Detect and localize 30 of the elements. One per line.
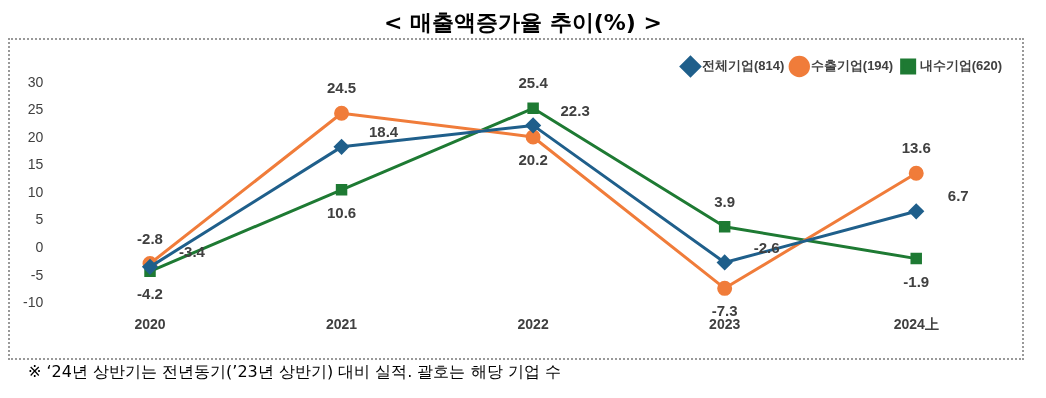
data-label: 20.2 bbox=[518, 151, 548, 169]
chart-title: < 매출액증가율 추이(%) > bbox=[383, 9, 663, 37]
y-tick-label: 15 bbox=[27, 156, 44, 173]
x-tick-label: 2024上 bbox=[893, 316, 939, 333]
y-tick-label: -5 bbox=[30, 266, 44, 283]
data-label: -4.2 bbox=[137, 285, 163, 303]
data-label: 13.6 bbox=[901, 139, 931, 157]
data-label: -1.9 bbox=[903, 272, 930, 290]
legend-label: 수출기업(194) bbox=[810, 58, 894, 74]
data-label: 25.4 bbox=[518, 74, 549, 92]
data-label: 10.6 bbox=[326, 203, 357, 221]
x-tick-label: 2021 bbox=[325, 316, 358, 333]
data-label: 18.4 bbox=[368, 123, 399, 140]
legend-label: 전체기업(814) bbox=[701, 58, 785, 74]
y-tick-label: 30 bbox=[27, 73, 44, 90]
y-tick-label: 10 bbox=[27, 183, 44, 200]
x-tick-label: 2020 bbox=[134, 316, 166, 333]
y-tick-label: 5 bbox=[35, 211, 44, 228]
y-tick-label: 25 bbox=[27, 101, 44, 118]
y-tick-label: 0 bbox=[35, 239, 44, 256]
legend-label: 내수기업(620) bbox=[919, 58, 1003, 74]
data-label: -2.8 bbox=[137, 229, 163, 247]
data-label: 22.3 bbox=[560, 101, 590, 119]
data-label: 3.9 bbox=[714, 192, 736, 210]
data-label: 6.7 bbox=[947, 187, 969, 205]
text: ※ ‘24년 상반기는 전년동기(’23년 상반기) 대비 실적. 괄호는 해당 기업 수 bbox=[28, 362, 562, 383]
data-label: 24.5 bbox=[326, 79, 357, 97]
y-tick-label: -10 bbox=[23, 294, 44, 311]
y-tick-label: 20 bbox=[27, 128, 44, 145]
x-tick-label: 2022 bbox=[517, 316, 549, 333]
